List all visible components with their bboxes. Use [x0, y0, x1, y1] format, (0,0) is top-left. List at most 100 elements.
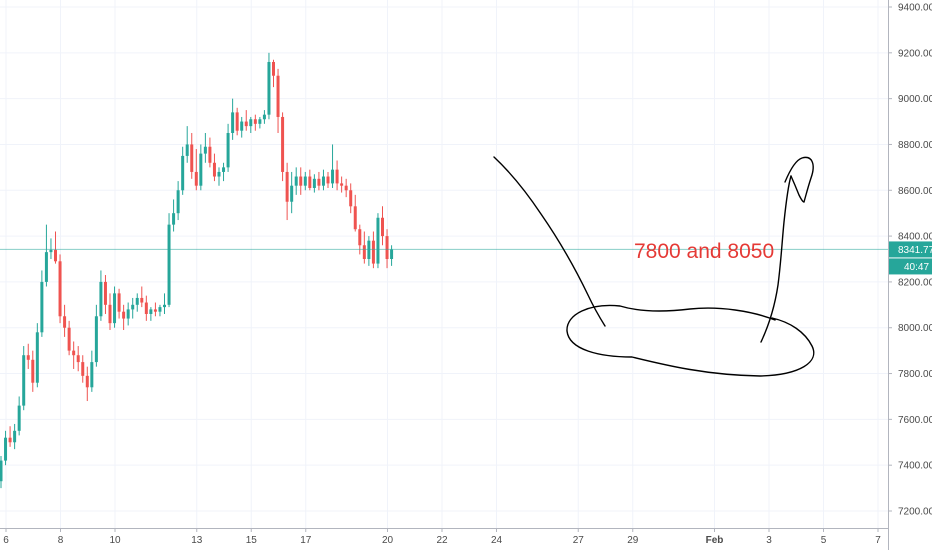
candle	[299, 167, 303, 195]
candle-body	[181, 155, 185, 191]
candle-body	[172, 213, 176, 225]
candle	[362, 231, 366, 264]
candle-body	[281, 116, 285, 172]
candle-body	[276, 75, 280, 117]
candle	[149, 307, 153, 321]
candle-body	[135, 297, 139, 305]
candle-body	[13, 430, 17, 443]
time-tick-label: 24	[491, 535, 503, 546]
price-tick-label: 7400.00	[898, 461, 932, 472]
price-tick-label: 8600.00	[898, 186, 932, 197]
candle-body	[226, 133, 230, 168]
candle-body	[371, 240, 375, 264]
candle	[108, 293, 112, 331]
drawn-down-curve	[493, 156, 606, 327]
price-tick-label: 8000.00	[898, 323, 932, 334]
candle-body	[335, 169, 339, 184]
drawn-target-ellipse	[566, 304, 815, 377]
candle-body	[203, 146, 207, 154]
candle-body	[108, 304, 112, 324]
price-tick-label: 9400.00	[898, 3, 932, 14]
candle	[390, 245, 394, 266]
candle	[303, 171, 307, 191]
candle	[308, 169, 312, 191]
candle-body	[72, 350, 76, 356]
candle	[349, 183, 353, 214]
candle-body	[340, 183, 344, 186]
candle	[85, 366, 89, 402]
candle-body	[317, 178, 321, 186]
last-price-label: 8341.77	[898, 245, 932, 256]
price-axis[interactable]: 9400.00 9200.00 9000.00 8800.00 8600.00 8400.…	[888, 0, 932, 550]
candle	[203, 133, 207, 163]
candle	[81, 355, 85, 383]
time-tick-label: 8	[58, 535, 64, 546]
candle-body	[158, 307, 162, 312]
candle-body	[262, 114, 266, 120]
candle	[122, 304, 126, 331]
candle	[72, 341, 76, 369]
price-tick-label: 8400.00	[898, 232, 932, 243]
candle	[267, 52, 271, 120]
candle	[63, 304, 67, 337]
candle-body	[285, 171, 289, 202]
candle	[185, 126, 189, 163]
candle-body	[208, 146, 212, 163]
candle	[158, 304, 162, 317]
candle	[272, 59, 275, 88]
candle-body	[303, 176, 307, 186]
candle-body	[58, 261, 62, 317]
price-tick-label: 7800.00	[898, 369, 932, 380]
last-price-badge	[889, 241, 932, 258]
time-tick-label: 27	[573, 535, 585, 546]
candle-body	[167, 224, 171, 305]
time-tick-label: 5	[821, 535, 827, 546]
price-tick-label: 9200.00	[898, 48, 932, 59]
candle	[285, 162, 289, 221]
candle-body	[94, 316, 98, 363]
candle	[172, 199, 176, 232]
candle	[135, 293, 139, 312]
price-tick-label: 7600.00	[898, 415, 932, 426]
candle-body	[385, 236, 389, 259]
candle	[385, 229, 389, 269]
candle-body	[153, 309, 157, 312]
candle	[0, 456, 3, 489]
candle	[335, 160, 339, 191]
hand-drawn-annotation	[493, 156, 815, 377]
time-tick-label: 22	[436, 535, 448, 546]
candle-body	[390, 249, 394, 259]
candle-body	[308, 176, 312, 188]
candle-body	[8, 437, 12, 443]
candle-body	[49, 249, 53, 253]
candle-body	[231, 112, 235, 133]
candle-body	[140, 297, 144, 303]
candle	[249, 116, 253, 133]
candle-body	[126, 309, 130, 319]
time-tick-label: Feb	[706, 535, 724, 546]
time-tick-label: 6	[3, 535, 9, 546]
time-tick-label: 20	[382, 535, 394, 546]
candle	[49, 238, 53, 259]
candle-body	[81, 362, 85, 376]
drawn-up-curve	[760, 175, 792, 343]
candle	[181, 146, 185, 195]
candle	[76, 346, 80, 372]
candle	[344, 178, 348, 198]
candle	[140, 286, 144, 308]
time-axis[interactable]: 6 8 10 13 15 17 20 22 24 27 29 Feb 3 5 7	[0, 528, 888, 546]
candle	[176, 181, 180, 221]
candle	[244, 110, 248, 131]
annotation-text: 7800 and 8050	[634, 240, 774, 263]
price-tick-label: 8200.00	[898, 277, 932, 288]
candle-body	[362, 245, 366, 259]
candle-body	[331, 169, 335, 184]
candle-body	[35, 332, 39, 383]
candle	[290, 171, 294, 214]
candle	[217, 167, 221, 186]
candle-body	[122, 311, 126, 319]
candle	[317, 171, 321, 191]
candle-body	[267, 61, 271, 115]
